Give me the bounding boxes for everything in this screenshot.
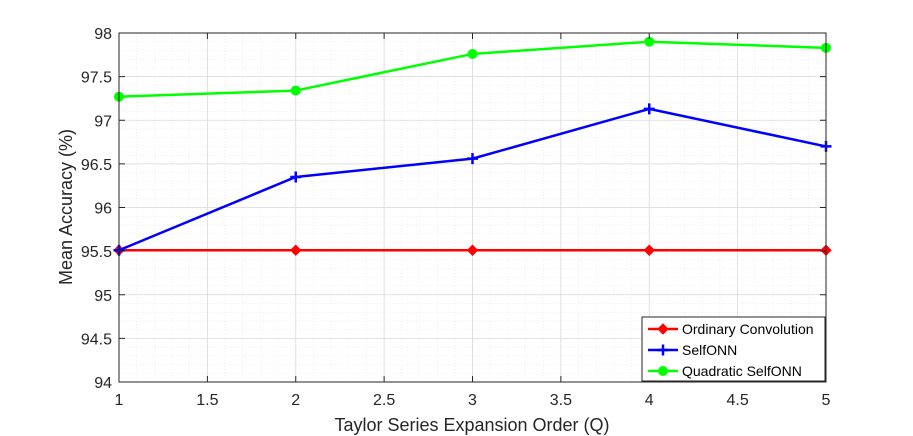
x-axis-label: Taylor Series Expansion Order (Q) bbox=[334, 415, 609, 435]
x-tick-label: 4 bbox=[645, 392, 654, 409]
x-tick-label: 3.5 bbox=[550, 392, 572, 409]
x-tick-label: 4.5 bbox=[727, 392, 749, 409]
y-tick-label: 96.5 bbox=[81, 157, 112, 174]
y-axis-ticks: 94 94.5 95 95.5 96 96.5 97 97.5 98 bbox=[81, 26, 826, 392]
x-tick-label: 2 bbox=[291, 392, 300, 409]
y-tick-label: 95.5 bbox=[81, 244, 112, 261]
x-tick-label: 1 bbox=[115, 392, 124, 409]
x-tick-label: 1.5 bbox=[196, 392, 218, 409]
legend-item: Ordinary Convolution bbox=[648, 321, 814, 337]
legend-item: Quadratic SelfONN bbox=[648, 363, 802, 379]
legend: Ordinary Convolution SelfONN Quadratic Sel… bbox=[641, 316, 826, 382]
legend-item: SelfONN bbox=[648, 342, 737, 358]
x-tick-label: 5 bbox=[822, 392, 831, 409]
y-tick-label: 96 bbox=[94, 201, 112, 218]
x-tick-label: 2.5 bbox=[373, 392, 395, 409]
y-tick-label: 98 bbox=[94, 26, 112, 43]
y-tick-label: 94.5 bbox=[81, 331, 112, 348]
legend-label: Quadratic SelfONN bbox=[682, 363, 802, 379]
y-tick-label: 97.5 bbox=[81, 70, 112, 87]
data-point bbox=[467, 153, 478, 165]
legend-label: SelfONN bbox=[682, 342, 737, 358]
y-tick-label: 94 bbox=[94, 375, 112, 392]
y-axis-label: Mean Accuracy (%) bbox=[56, 129, 76, 285]
legend-marker bbox=[658, 366, 668, 376]
data-point bbox=[290, 244, 302, 256]
data-point bbox=[643, 103, 655, 115]
data-point bbox=[290, 85, 301, 96]
x-tick-label: 3 bbox=[468, 392, 477, 409]
data-point bbox=[290, 171, 302, 183]
legend-marker bbox=[657, 344, 669, 356]
data-point bbox=[467, 48, 478, 59]
legend-marker bbox=[657, 323, 669, 335]
x-axis-ticks: 1 1.5 2 2.5 3 3.5 4 4.5 5 bbox=[115, 33, 831, 409]
y-tick-label: 95 bbox=[94, 288, 112, 305]
data-point bbox=[643, 244, 655, 256]
y-tick-label: 97 bbox=[94, 113, 112, 130]
data-point bbox=[466, 244, 479, 256]
series-quadratic-selfonn bbox=[114, 36, 831, 102]
legend-label: Ordinary Convolution bbox=[682, 321, 814, 337]
